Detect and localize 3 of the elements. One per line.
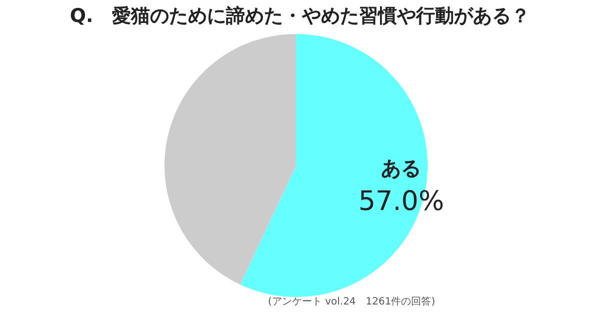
chart-title: Q. 愛猫のために諦めた・やめた習慣や行動がある？ (70, 4, 530, 27)
slice-label: ある (381, 156, 422, 180)
text: (アンケート vol.24 1261件の回答) (268, 296, 436, 308)
